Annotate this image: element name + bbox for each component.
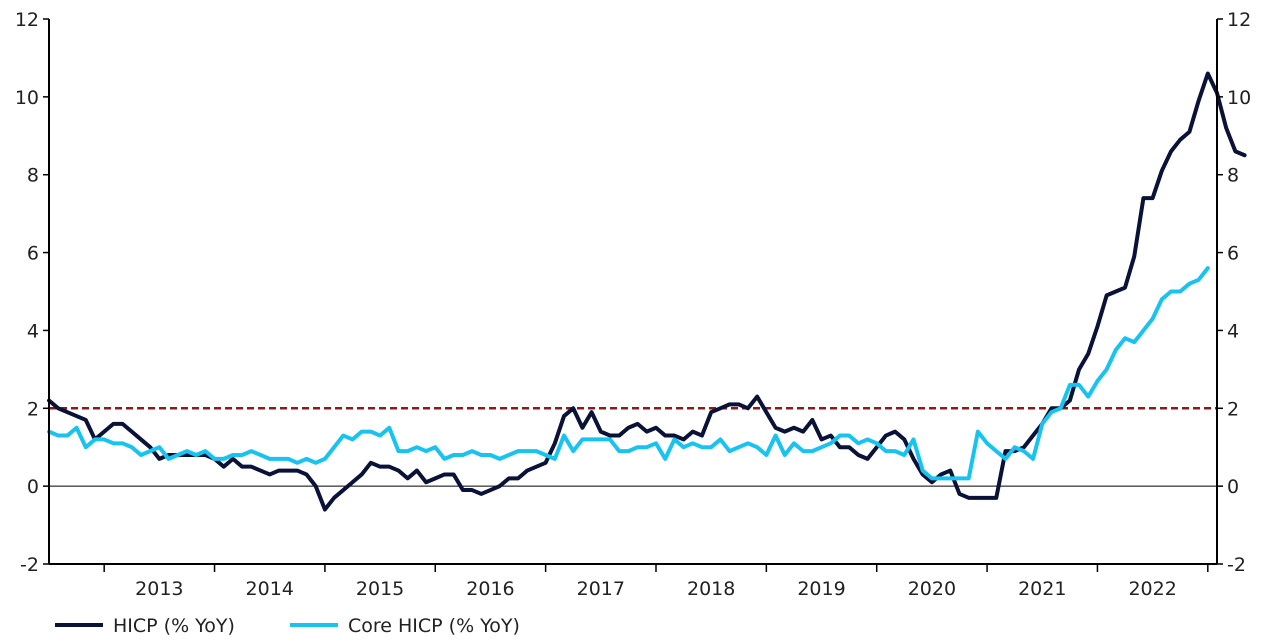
right-y-tick-label: 12 (1227, 9, 1251, 31)
x-year-label: 2018 (687, 578, 735, 600)
series-line-core-hicp (47, 266, 1210, 481)
left-y-tick-label: 8 (27, 165, 39, 187)
series-line-hicp (47, 71, 1247, 512)
x-year-label: 2022 (1128, 578, 1176, 600)
plot-area (43, 18, 1247, 572)
right-y-tick-label: 10 (1227, 87, 1251, 109)
x-year-label: 2016 (466, 578, 514, 600)
x-year-label: 2015 (356, 578, 404, 600)
series-lines (47, 71, 1247, 512)
legend-label-core-hicp: Core HICP (% YoY) (348, 615, 520, 637)
right-y-tick-label: 0 (1227, 476, 1239, 498)
x-year-label: 2014 (246, 578, 294, 600)
legend-label-hicp: HICP (% YoY) (113, 615, 235, 637)
x-year-label: 2020 (908, 578, 956, 600)
x-year-label: 2017 (577, 578, 625, 600)
left-y-axis-labels: -2 0 2 4 6 8 10 12 (15, 9, 39, 576)
right-y-axis-labels: -2 0 2 4 6 8 10 12 (1227, 9, 1251, 576)
right-y-tick-label: 4 (1227, 320, 1239, 342)
x-year-label: 2019 (797, 578, 845, 600)
legend: HICP (% YoY) Core HICP (% YoY) (55, 615, 520, 637)
right-y-tick-label: 8 (1227, 165, 1239, 187)
right-y-tick-label: 6 (1227, 243, 1239, 265)
reference-lines (49, 407, 1217, 487)
left-y-tick-label: 4 (27, 320, 39, 342)
right-y-tick-label: -2 (1227, 554, 1246, 576)
left-y-tick-label: 0 (27, 476, 39, 498)
left-y-tick-label: 6 (27, 243, 39, 265)
axes (43, 18, 1223, 572)
x-axis-year-labels: 2013 2014 2015 2016 2017 2018 2019 2020 2021 2022 (135, 578, 1177, 600)
x-year-label: 2013 (135, 578, 183, 600)
left-y-tick-label: -2 (20, 554, 39, 576)
left-y-tick-label: 12 (15, 9, 39, 31)
x-year-label: 2021 (1018, 578, 1066, 600)
right-y-tick-label: 2 (1227, 398, 1239, 420)
left-y-tick-label: 10 (15, 87, 39, 109)
left-y-tick-label: 2 (27, 398, 39, 420)
